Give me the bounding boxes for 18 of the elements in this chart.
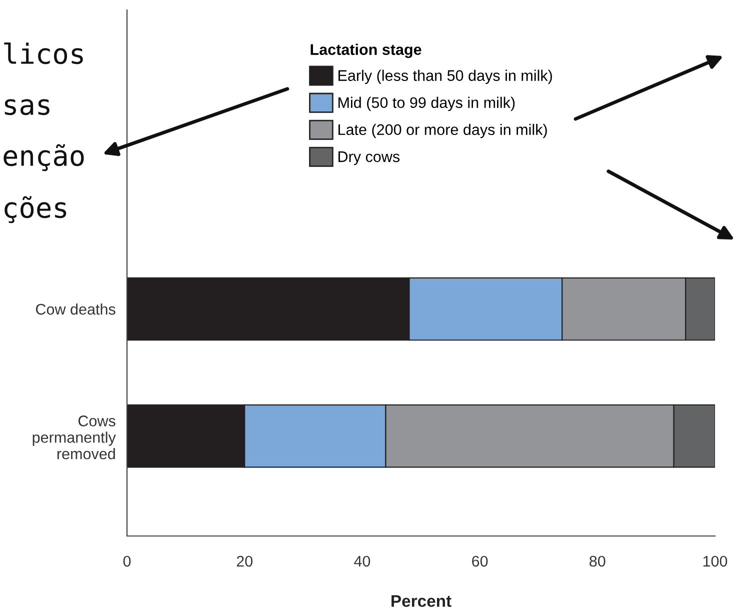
legend-title: Lactation stage [310, 44, 422, 58]
text: sas [4, 99, 50, 116]
y-tick-label: Cows permanently removed [32, 416, 116, 460]
legend-label: Mid (50 to 99 days in milk) [338, 96, 515, 112]
x-tick-label: 0 [123, 556, 131, 567]
text: enção [4, 144, 84, 172]
x-tick-label: 60 [472, 556, 488, 567]
x-axis-title: Percent [392, 595, 452, 607]
y-tick-label: Cow deaths [36, 303, 116, 315]
text: ções [4, 196, 66, 224]
x-tick-label: 100 [703, 556, 728, 567]
legend-label: Late (200 or more days in milk) [338, 124, 547, 138]
text: licos [4, 42, 83, 64]
x-tick-label: 80 [590, 556, 606, 567]
legend-label: Early (less than 50 days in milk) [338, 70, 552, 84]
x-tick-label: 40 [354, 556, 370, 567]
legend-label: Dry cows [338, 151, 400, 166]
x-tick-label: 20 [236, 556, 252, 567]
